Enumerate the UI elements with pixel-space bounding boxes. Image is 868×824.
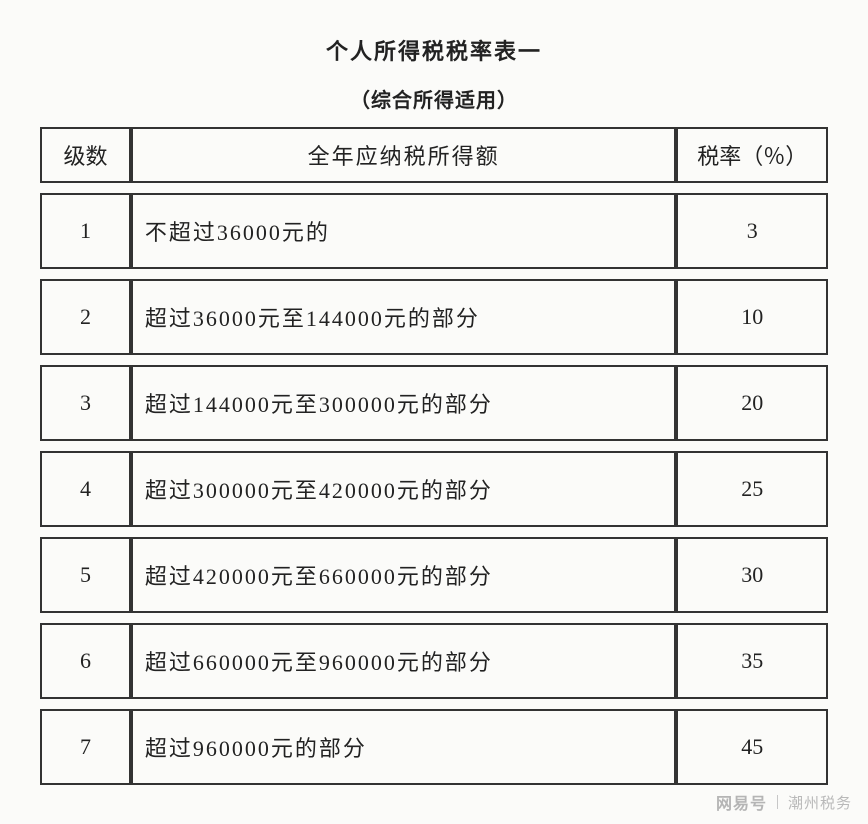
row-gap (40, 527, 828, 537)
page-subtitle: （综合所得适用） (40, 84, 828, 113)
table-row: 6 超过660000元至960000元的部分 35 (40, 623, 828, 699)
row-gap (40, 269, 828, 279)
table-row: 5 超过420000元至660000元的部分 30 (40, 537, 828, 613)
cell-rate: 45 (676, 709, 828, 785)
cell-range: 不超过36000元的 (131, 193, 677, 269)
col-header-level: 级数 (40, 127, 131, 183)
col-header-rate: 税率（％） (676, 127, 828, 183)
cell-level: 6 (40, 623, 131, 699)
row-gap (40, 441, 828, 451)
page-title: 个人所得税税率表一 (40, 34, 828, 66)
cell-range: 超过420000元至660000元的部分 (131, 537, 677, 613)
page: 个人所得税税率表一 （综合所得适用） 级数 全年应纳税所得额 税率（％） 1 不… (0, 0, 868, 785)
cell-range: 超过960000元的部分 (131, 709, 677, 785)
cell-rate: 10 (676, 279, 828, 355)
cell-level: 4 (40, 451, 131, 527)
watermark: 网易号 潮州税务 (716, 790, 852, 814)
cell-level: 7 (40, 709, 131, 785)
table-header-row: 级数 全年应纳税所得额 税率（％） (40, 127, 828, 183)
table-row: 2 超过36000元至144000元的部分 10 (40, 279, 828, 355)
row-gap (40, 183, 828, 193)
table-row: 7 超过960000元的部分 45 (40, 709, 828, 785)
table-row: 4 超过300000元至420000元的部分 25 (40, 451, 828, 527)
cell-level: 1 (40, 193, 131, 269)
cell-level: 5 (40, 537, 131, 613)
cell-rate: 25 (676, 451, 828, 527)
cell-rate: 20 (676, 365, 828, 441)
table-row: 1 不超过36000元的 3 (40, 193, 828, 269)
cell-range: 超过36000元至144000元的部分 (131, 279, 677, 355)
cell-level: 2 (40, 279, 131, 355)
cell-rate: 35 (676, 623, 828, 699)
tax-rate-table: 级数 全年应纳税所得额 税率（％） 1 不超过36000元的 3 2 超过360… (40, 127, 828, 785)
row-gap (40, 699, 828, 709)
col-header-range: 全年应纳税所得额 (131, 127, 677, 183)
cell-rate: 3 (676, 193, 828, 269)
cell-rate: 30 (676, 537, 828, 613)
row-gap (40, 613, 828, 623)
cell-range: 超过300000元至420000元的部分 (131, 451, 677, 527)
table-body: 1 不超过36000元的 3 2 超过36000元至144000元的部分 10 … (40, 183, 828, 785)
row-gap (40, 355, 828, 365)
cell-range: 超过144000元至300000元的部分 (131, 365, 677, 441)
watermark-source: 潮州税务 (788, 792, 852, 813)
table-row: 3 超过144000元至300000元的部分 20 (40, 365, 828, 441)
cell-range: 超过660000元至960000元的部分 (131, 623, 677, 699)
watermark-brand: 网易号 (716, 790, 767, 814)
cell-level: 3 (40, 365, 131, 441)
watermark-separator (777, 795, 778, 809)
